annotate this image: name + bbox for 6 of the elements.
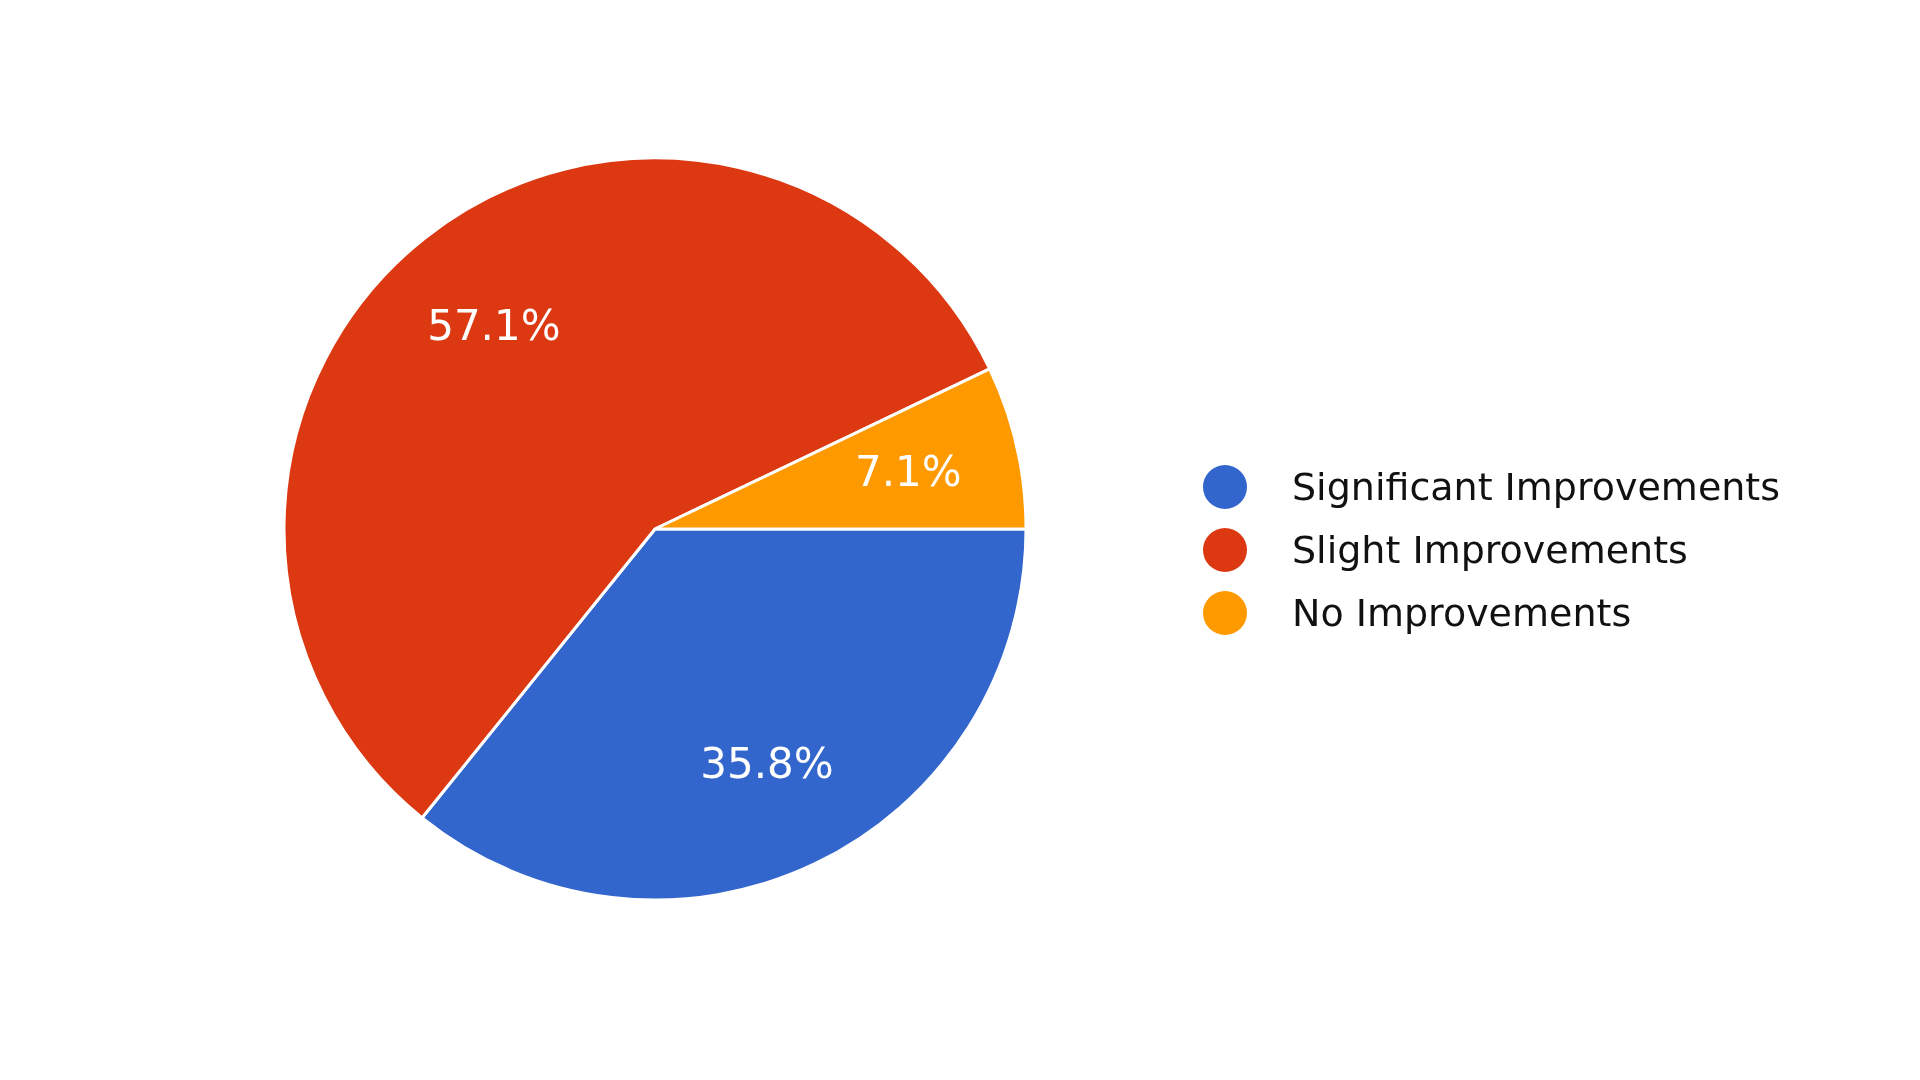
legend-label: Slight Improvements (1292, 528, 1688, 573)
data-label: 57.1% (427, 301, 561, 351)
legend-label: Significant Improvements (1292, 465, 1781, 510)
data-label: 7.1% (854, 447, 962, 497)
data-label: 35.8% (700, 738, 834, 788)
legend-label: No Improvements (1292, 591, 1632, 636)
